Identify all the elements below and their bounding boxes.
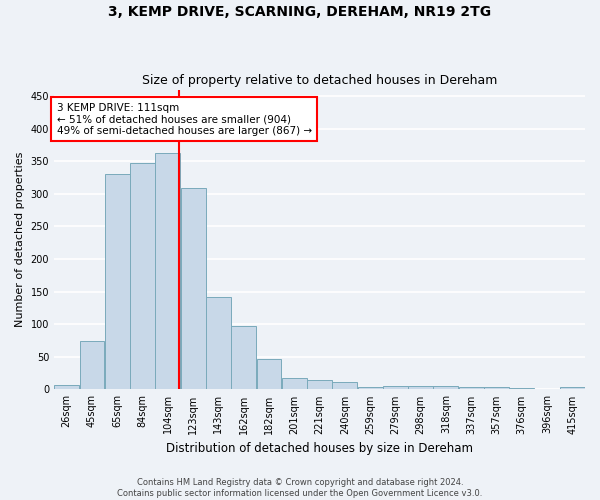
Bar: [307, 380, 332, 390]
Bar: [155, 153, 180, 390]
Bar: [509, 388, 534, 390]
X-axis label: Distribution of detached houses by size in Dereham: Distribution of detached houses by size …: [166, 442, 473, 455]
Y-axis label: Number of detached properties: Number of detached properties: [15, 152, 25, 327]
Bar: [433, 386, 458, 390]
Bar: [80, 340, 104, 390]
Text: 3, KEMP DRIVE, SCARNING, DEREHAM, NR19 2TG: 3, KEMP DRIVE, SCARNING, DEREHAM, NR19 2…: [109, 5, 491, 19]
Bar: [484, 388, 509, 390]
Bar: [54, 385, 79, 390]
Bar: [231, 326, 256, 390]
Title: Size of property relative to detached houses in Dereham: Size of property relative to detached ho…: [142, 74, 497, 87]
Text: 3 KEMP DRIVE: 111sqm
← 51% of detached houses are smaller (904)
49% of semi-deta: 3 KEMP DRIVE: 111sqm ← 51% of detached h…: [57, 102, 312, 136]
Bar: [332, 382, 357, 390]
Bar: [257, 360, 281, 390]
Bar: [560, 388, 585, 390]
Bar: [282, 378, 307, 390]
Text: Contains HM Land Registry data © Crown copyright and database right 2024.
Contai: Contains HM Land Registry data © Crown c…: [118, 478, 482, 498]
Bar: [105, 174, 130, 390]
Bar: [358, 387, 383, 390]
Bar: [535, 389, 560, 390]
Bar: [130, 163, 155, 390]
Bar: [459, 387, 484, 390]
Bar: [206, 297, 231, 390]
Bar: [408, 386, 433, 390]
Bar: [181, 188, 206, 390]
Bar: [383, 386, 408, 390]
